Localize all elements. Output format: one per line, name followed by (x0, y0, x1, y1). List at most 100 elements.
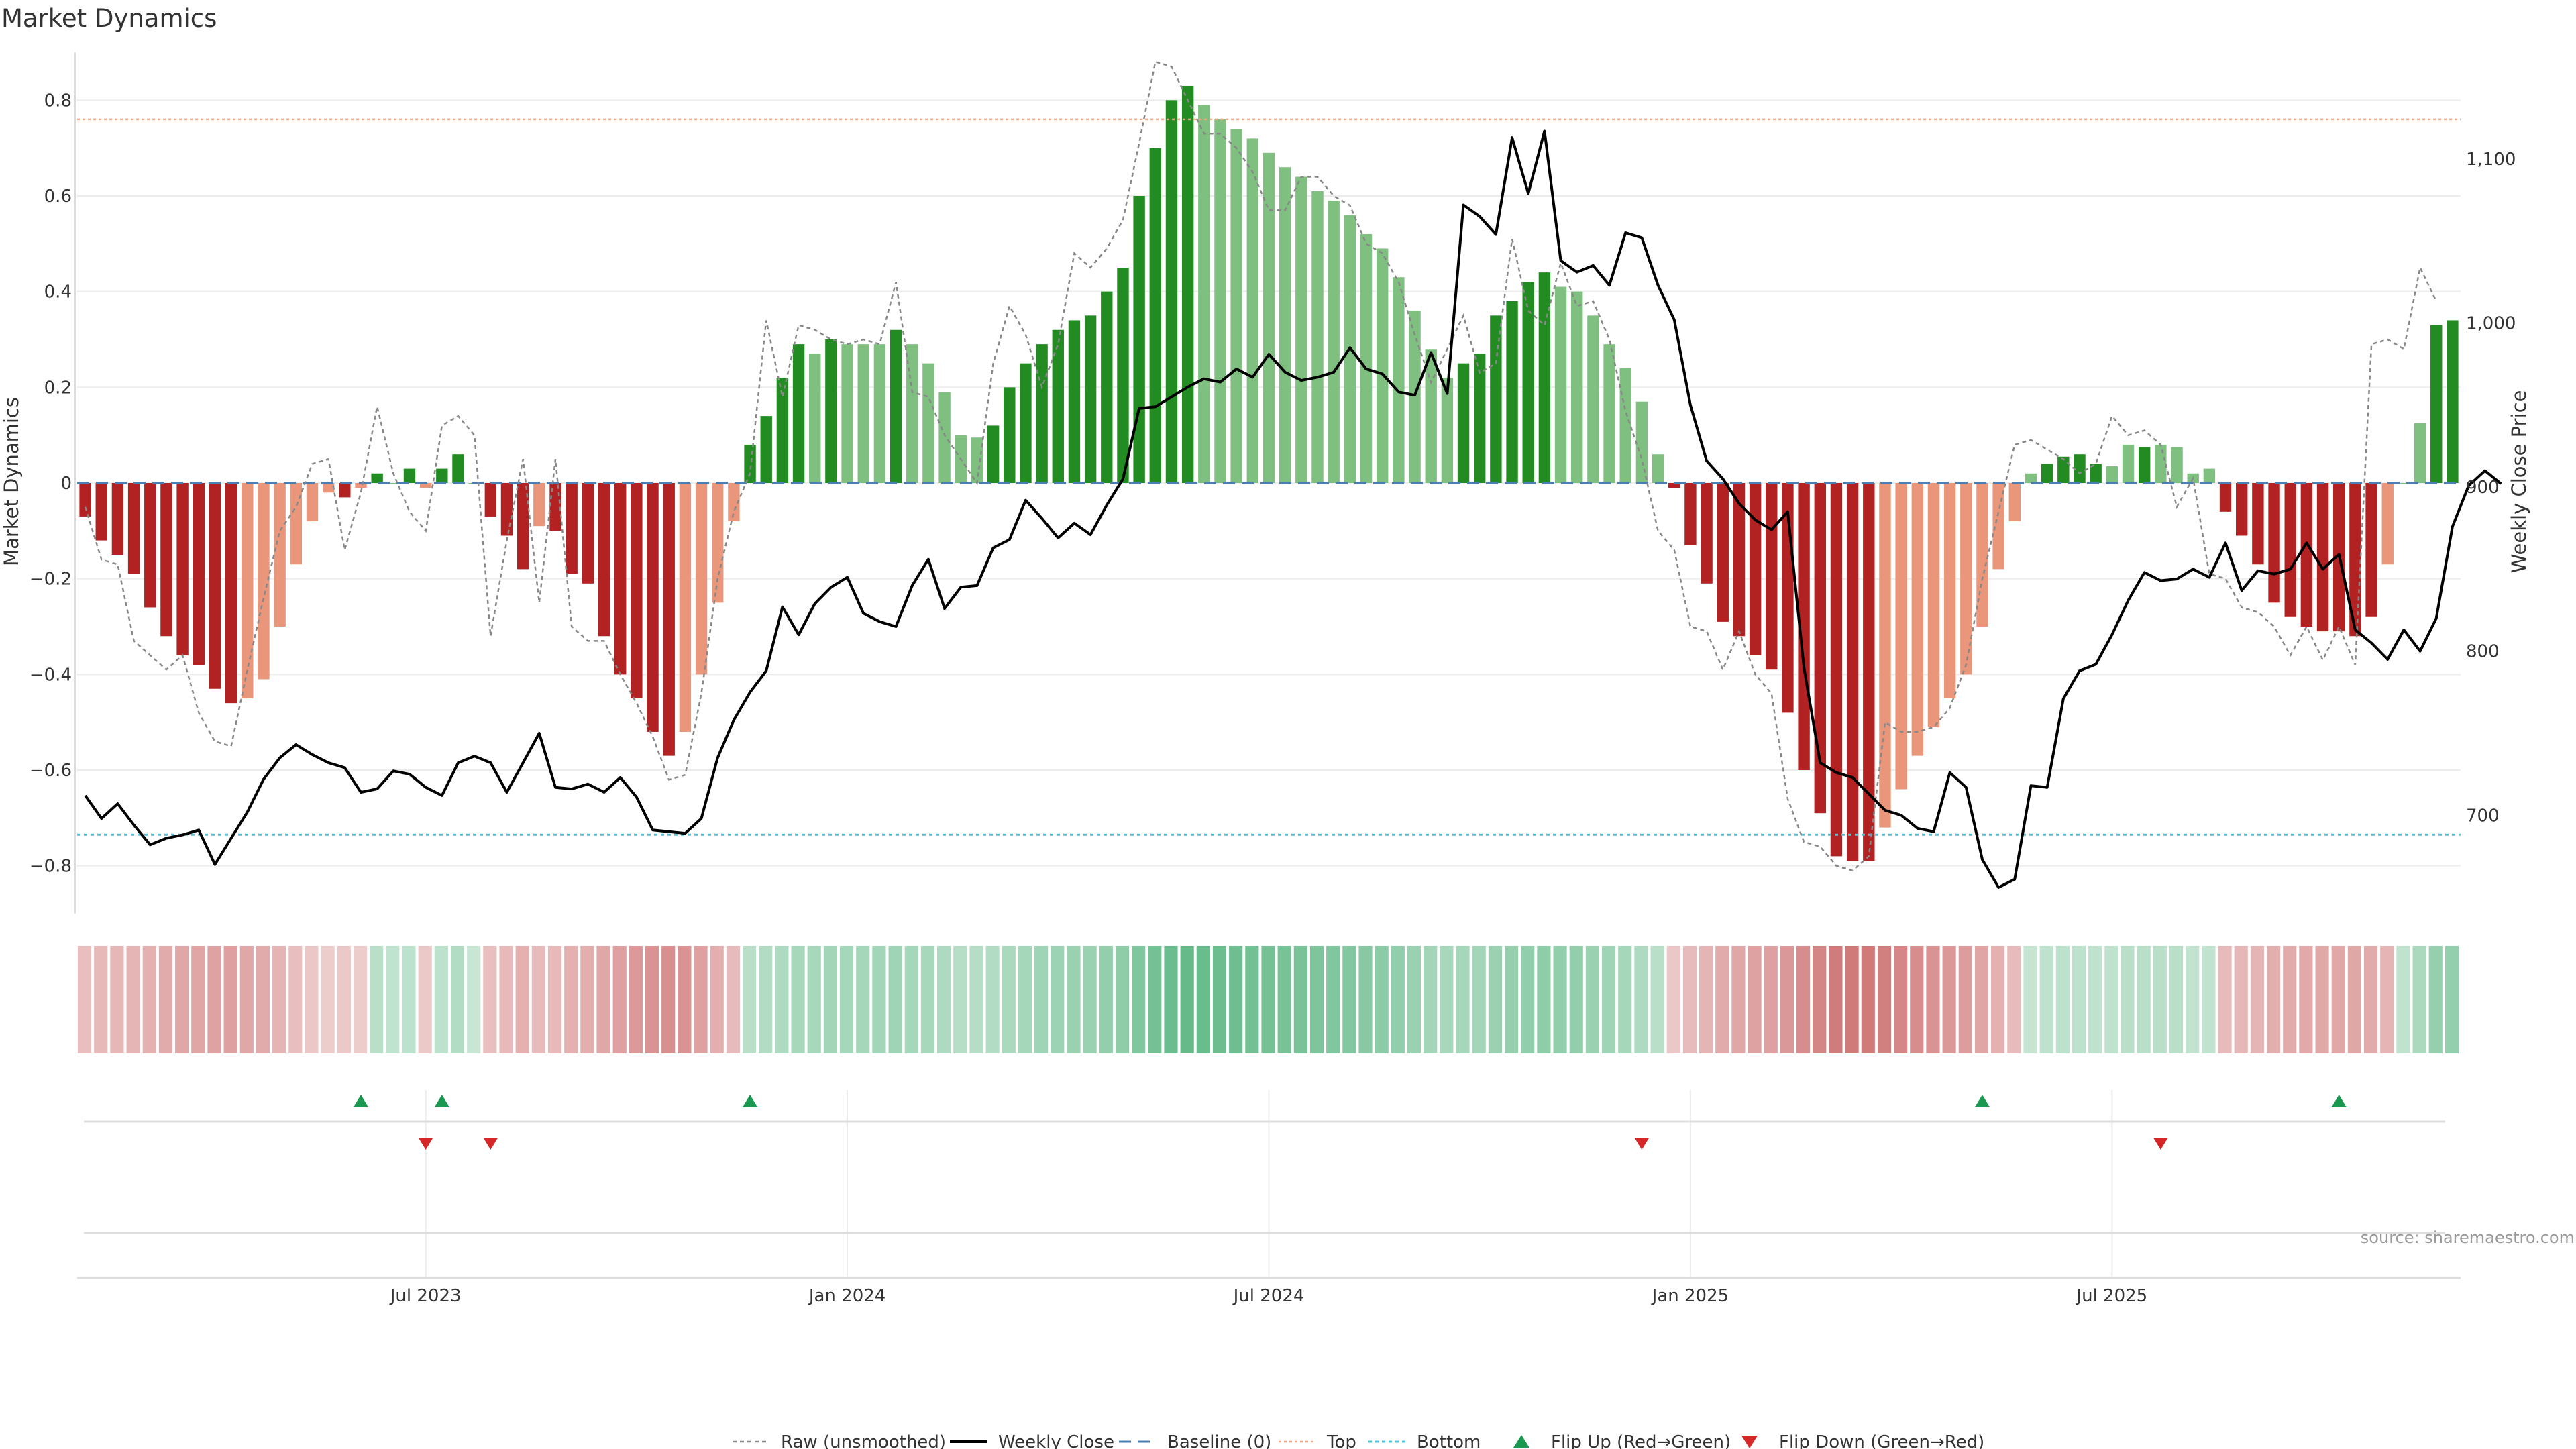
flip-up-marker (353, 1095, 368, 1107)
heat-cell (1569, 946, 1583, 1053)
dynamics-bar (176, 483, 189, 655)
dynamics-bar (274, 483, 286, 627)
heat-cell (1796, 946, 1811, 1053)
dynamics-bar (2430, 325, 2443, 483)
heat-cell (985, 946, 1000, 1053)
dynamics-bar (1490, 315, 1502, 483)
heat-cell (2315, 946, 2329, 1053)
lines-layer (77, 60, 2502, 889)
dynamics-bar (1717, 483, 1729, 622)
dynamics-bar (987, 425, 1000, 483)
heat-cell (256, 946, 270, 1053)
dynamics-bar (582, 483, 594, 584)
dynamics-bar (1036, 344, 1048, 483)
heat-cell (126, 946, 140, 1053)
dynamics-bar (598, 483, 610, 637)
heat-cell (2169, 946, 2184, 1053)
heat-cell (2104, 946, 2118, 1053)
heat-cell (1942, 946, 1956, 1053)
heat-cell (1958, 946, 1972, 1053)
dynamics-bar (2316, 483, 2329, 632)
heat-cell (78, 946, 92, 1053)
dynamics-bar (339, 483, 351, 498)
heat-cell (2072, 946, 2086, 1053)
dynamics-bar (841, 344, 853, 483)
heat-cell (1342, 946, 1356, 1053)
heat-cell (2396, 946, 2410, 1053)
dynamics-bar (371, 473, 383, 483)
dynamics-bar (1004, 387, 1016, 483)
heat-cell (2023, 946, 2037, 1053)
dynamics-bar (1879, 483, 1891, 828)
heat-cell (1504, 946, 1519, 1053)
heat-cell (1764, 946, 1778, 1053)
heat-cell (1212, 946, 1227, 1053)
heat-cell (1358, 946, 1373, 1053)
heat-cell (807, 946, 821, 1053)
heat-cell (1456, 946, 1470, 1053)
heat-cell (1813, 946, 1827, 1053)
dynamics-bar (1441, 378, 1454, 483)
y-axis-right-label: Weekly Close Price (2508, 390, 2530, 574)
dynamics-bar (2074, 454, 2086, 483)
heat-cell (953, 946, 967, 1053)
flip-down-marker (1634, 1138, 1650, 1150)
dynamics-bar (2414, 423, 2426, 483)
y-left-tick-label: −0.4 (30, 665, 72, 685)
dynamics-bar (1117, 268, 1129, 483)
heat-cell (2363, 946, 2378, 1053)
dynamics-bar (1311, 191, 1324, 483)
flip-up-marker (2331, 1095, 2347, 1107)
heat-cell (1634, 946, 1648, 1053)
dynamics-bar (1214, 119, 1226, 483)
dynamics-bar (2122, 444, 2135, 483)
dynamics-bar (2106, 466, 2118, 483)
heat-cell (920, 946, 935, 1053)
heat-cell (1715, 946, 1729, 1053)
heat-cell (2121, 946, 2135, 1053)
y-axis-left-label: Market Dynamics (0, 397, 23, 566)
heat-cell (1699, 946, 1713, 1053)
dynamics-bar (809, 354, 821, 483)
heat-cell (580, 946, 594, 1053)
dynamics-bar (760, 416, 772, 483)
heat-cell (337, 946, 351, 1053)
dynamics-bar (1360, 234, 1373, 483)
heat-cell (1601, 946, 1616, 1053)
dynamics-bar (452, 454, 464, 483)
heat-cell (1861, 946, 1875, 1053)
dynamics-bar (792, 344, 805, 483)
flip-up-marker (1974, 1095, 1990, 1107)
dynamics-bar (160, 483, 172, 637)
heat-cell (1585, 946, 1599, 1053)
dynamics-bar (2447, 320, 2459, 483)
dynamics-bar (2138, 447, 2151, 483)
dynamics-bar (355, 483, 367, 488)
dynamics-bar (1798, 483, 1810, 770)
source-label: source: sharemaestro.com (2361, 1228, 2575, 1247)
heat-cell (2153, 946, 2167, 1053)
dynamics-bar (1766, 483, 1778, 670)
dynamics-bar (2252, 483, 2264, 565)
dynamics-bar (1846, 483, 1859, 861)
dynamics-bar (419, 483, 432, 488)
heat-cell (1261, 946, 1275, 1053)
raw-line (84, 60, 2437, 872)
heat-cell (321, 946, 335, 1053)
heat-cell (483, 946, 497, 1053)
legend-swatch-flip-up (1513, 1435, 1529, 1448)
dynamics-bar (695, 483, 708, 675)
dynamics-bar (1830, 483, 1843, 857)
heat-cell (272, 946, 286, 1053)
dynamics-bar (1749, 483, 1762, 655)
dynamics-bar (2057, 456, 2070, 483)
x-tick-label: Jul 2023 (389, 1286, 462, 1306)
dynamics-bar (1393, 277, 1405, 483)
legend: Raw (unsmoothed) Weekly Close Baseline (0)… (733, 1432, 1984, 1449)
heat-cell (1845, 946, 1859, 1053)
x-axis: Jul 2023 Jan 2024 Jul 2024 Jan 2025 Jul 2025 (77, 1277, 2461, 1306)
dynamics-bar (938, 392, 951, 483)
y-right-tick-label: 800 (2466, 642, 2500, 662)
y-left-tick-label: 0.4 (44, 282, 72, 303)
